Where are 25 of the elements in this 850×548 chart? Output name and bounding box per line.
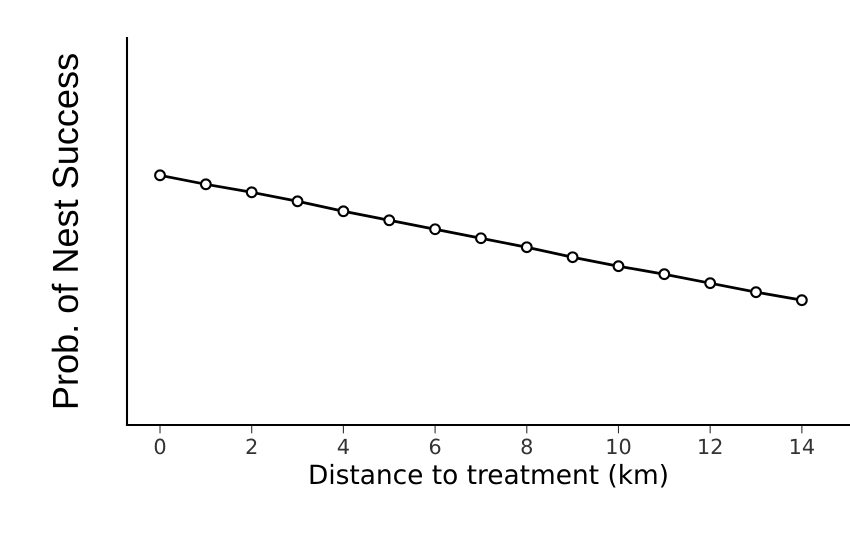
point [475,232,487,244]
point [246,186,258,198]
x-tick-label: 2 [246,438,256,454]
x-tick-label: 8 [522,438,532,454]
x-tick-label: 4 [338,438,349,454]
x-axis-title: Distance to treatment (km) [310,464,667,488]
point [750,286,762,298]
x-tick-label: 14 [790,438,814,454]
y-axis-title: Prob. of Nest Success [52,54,78,408]
x-tick-label: 0 [154,438,166,454]
x-tick-label: 6 [430,438,440,454]
point [154,169,166,182]
point [200,178,212,190]
point [658,268,670,280]
point [292,195,304,208]
point [383,214,396,226]
point [566,251,579,264]
x-tick-label: 12 [699,438,722,454]
point [612,260,624,272]
x-tick-label: 10 [608,438,630,454]
point [796,294,808,306]
point [520,241,533,254]
point [337,205,350,218]
point [704,277,716,290]
point [429,223,441,236]
